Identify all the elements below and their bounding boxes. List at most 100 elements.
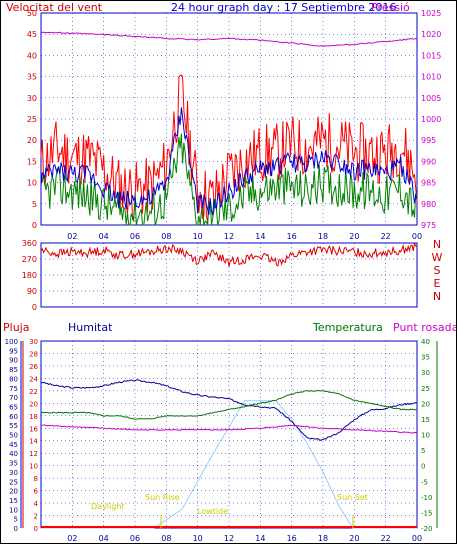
wind-y-tick-label: 30 xyxy=(27,94,37,103)
humidity-y-tick-label: 70 xyxy=(9,394,18,402)
rain-y-tick-label: 18 xyxy=(29,413,38,421)
humidity-y-tick-label: 35 xyxy=(9,460,18,468)
wind-x-tick-label: 10 xyxy=(193,232,203,241)
wind-x-tick-label: 04 xyxy=(99,232,109,241)
pressure-label: Pressió xyxy=(371,1,410,14)
pressure-y-tick-label: 1010 xyxy=(421,73,441,82)
temperature-y-tick-label: 25 xyxy=(421,385,430,393)
wind-y-tick-label: 50 xyxy=(27,9,37,18)
wind-y-tick-label: 15 xyxy=(27,157,37,166)
wind-y-tick-label: 25 xyxy=(27,115,37,124)
temperature-y-tick-label: 15 xyxy=(421,416,430,424)
climate-x-tick-label: 08 xyxy=(161,534,171,543)
temperature-y-tick-label: 10 xyxy=(421,432,430,440)
rain-y-tick-label: 2 xyxy=(34,513,38,521)
sunset-annotation: Sun Set xyxy=(337,493,368,502)
rain-y-tick-label: 30 xyxy=(29,338,38,346)
wind-x-tick-label: 14 xyxy=(255,232,265,241)
pressure-line xyxy=(40,31,418,47)
humidity-y-tick-label: 30 xyxy=(9,469,18,477)
wind-x-tick-label: 18 xyxy=(318,232,328,241)
wind-y-tick-label: 20 xyxy=(27,136,37,145)
pressure-y-tick-label: 995 xyxy=(421,136,436,145)
wind-average-line xyxy=(40,107,418,216)
humidity-y-tick-label: 60 xyxy=(9,413,18,421)
wind-y-tick-label: 40 xyxy=(27,51,37,60)
direction-compass-label: N xyxy=(433,238,441,251)
humidity-y-tick-label: 10 xyxy=(9,506,18,514)
wind-x-tick-label: 22 xyxy=(381,232,391,241)
humidity-y-tick-label: 95 xyxy=(9,347,18,355)
temperature-y-tick-label: 35 xyxy=(421,354,430,362)
rain-y-tick-label: 12 xyxy=(29,450,38,458)
wind-x-tick-label: 16 xyxy=(287,232,297,241)
pressure-y-tick-label: 1005 xyxy=(421,94,441,103)
humidity-y-tick-label: 80 xyxy=(9,375,18,383)
humidity-y-tick-label: 5 xyxy=(14,516,18,524)
humidity-y-tick-label: 50 xyxy=(9,432,18,440)
rain-y-tick-label: 14 xyxy=(29,438,38,446)
climate-x-tick-label: 00 xyxy=(412,534,422,543)
wind-x-tick-label: 06 xyxy=(130,232,140,241)
wind-x-axis: 02 04 06 08 10 12 14 16 18 20 22 00 xyxy=(67,232,422,241)
direction-series xyxy=(40,242,418,267)
humidity-y-tick-label: 85 xyxy=(9,366,18,374)
dewpoint-line xyxy=(40,424,418,434)
direction-y-tick-label: 360 xyxy=(22,239,37,248)
direction-compass-label: N xyxy=(433,290,441,303)
rain-y-tick-label: 0 xyxy=(34,525,38,533)
climate-x-tick-label: 10 xyxy=(193,534,203,543)
rain-label: Pluja xyxy=(3,321,29,334)
climate-x-tick-label: 22 xyxy=(381,534,391,543)
rain-y-tick-label: 24 xyxy=(29,375,38,383)
wind-minimum-line xyxy=(40,133,418,226)
direction-y-tick-label: 0 xyxy=(32,303,37,312)
humidity-y-tick-label: 55 xyxy=(9,422,18,430)
wind-panel-grid xyxy=(41,13,417,225)
chart-title: 24 hour graph day : 17 Septiembre 2016 xyxy=(171,1,396,14)
rain-y-tick-label: 26 xyxy=(29,363,38,371)
direction-compass-label: E xyxy=(434,277,441,290)
wind-speed-label: Velocitat del vent xyxy=(6,1,103,14)
pressure-y-tick-label: 1000 xyxy=(421,115,441,124)
rain-y-tick-label: 10 xyxy=(29,463,38,471)
climate-x-tick-label: 18 xyxy=(318,534,328,543)
direction-y-tick-label: 90 xyxy=(27,287,37,296)
pressure-y-tick-label: 1015 xyxy=(421,51,441,60)
humidity-y-tick-label: 65 xyxy=(9,403,18,411)
climate-x-tick-label: 20 xyxy=(349,534,359,543)
temperature-label: Temperatura xyxy=(312,321,383,334)
direction-line xyxy=(40,242,418,267)
humidity-line xyxy=(40,379,418,441)
humidity-y-tick-label: 45 xyxy=(9,441,18,449)
wind-x-tick-label: 20 xyxy=(349,232,359,241)
humidity-y-tick-label: 75 xyxy=(9,385,18,393)
temperature-y-tick-label: -15 xyxy=(421,509,432,517)
climate-x-tick-label: 06 xyxy=(130,534,140,543)
pressure-y-tick-label: 1025 xyxy=(421,9,441,18)
temperature-y-tick-label: -5 xyxy=(421,478,428,486)
wind-y-tick-label: 35 xyxy=(27,73,37,82)
pressure-y-tick-label: 980 xyxy=(421,200,436,209)
lowtide-annotation: Lowtide xyxy=(197,507,228,516)
wind-x-tick-label: 02 xyxy=(67,232,77,241)
wind-x-tick-label: 08 xyxy=(161,232,171,241)
temperature-y-tick-label: 40 xyxy=(421,338,430,346)
wind-x-tick-label: 12 xyxy=(224,232,234,241)
direction-y-axis: 0 90 180 270 360 xyxy=(22,239,37,312)
sunrise-annotation: Sun Rise xyxy=(145,493,180,502)
sun-annotations: Daylight Sun Rise Lowtide Sun Set xyxy=(91,493,368,528)
climate-x-axis: 02 04 06 08 10 12 14 16 18 20 22 00 xyxy=(67,534,422,543)
pressure-y-axis: 975 980 985 990 995 1000 1005 1010 1015 1020 1025 xyxy=(421,9,441,230)
climate-x-tick-label: 02 xyxy=(67,534,77,543)
rain-y-tick-label: 6 xyxy=(34,488,39,496)
climate-x-tick-label: 12 xyxy=(224,534,234,543)
wind-speed-line xyxy=(40,74,418,223)
rain-y-tick-label: 16 xyxy=(29,425,38,433)
climate-x-tick-label: 16 xyxy=(287,534,297,543)
humidity-y-tick-label: 100 xyxy=(5,338,18,346)
wind-y-tick-label: 0 xyxy=(32,221,37,230)
